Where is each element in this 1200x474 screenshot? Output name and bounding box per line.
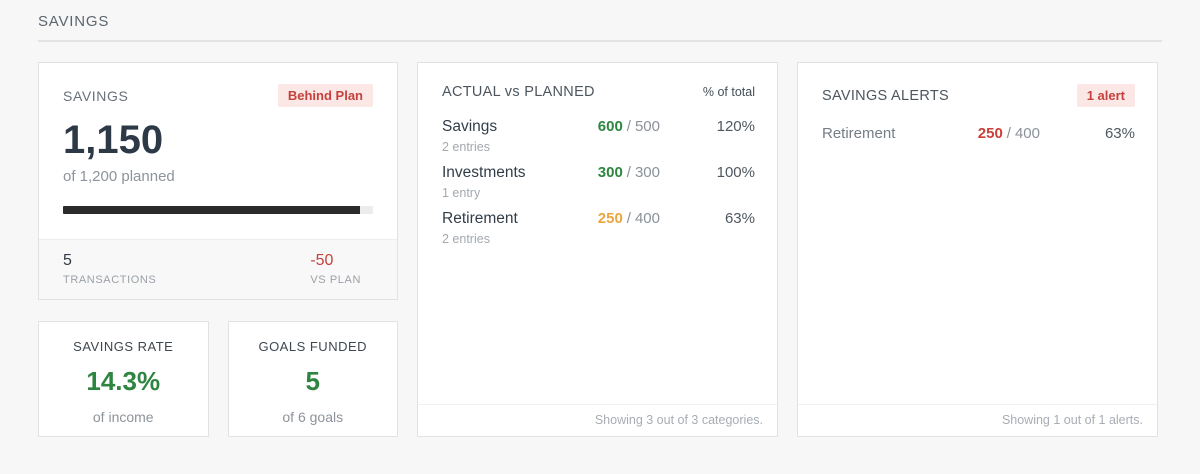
actual-vs-planned-head: ACTUAL vs PLANNED % of total xyxy=(442,84,755,100)
goals-funded-value: 5 xyxy=(305,366,320,396)
goals-funded-subtitle: of 6 goals xyxy=(282,409,344,425)
alert-category-name: Retirement xyxy=(822,125,896,142)
savings-rate-value: 14.3% xyxy=(86,366,161,396)
savings-alerts-card: SAVINGS ALERTS 1 alert Retirement 250/40… xyxy=(797,62,1158,437)
savings-rate-subtitle: of income xyxy=(92,409,154,425)
planned-value: 500 xyxy=(634,118,660,135)
actual-value: 600 xyxy=(597,118,623,135)
savings-dashboard: SAVINGS SAVINGS Behind Plan 1,150 of 1,2… xyxy=(38,13,1162,437)
alerts-card-title: SAVINGS ALERTS xyxy=(822,87,949,104)
summary-card-title: SAVINGS xyxy=(63,87,129,104)
percent-of-total: 63% xyxy=(724,210,755,227)
percent-of-total: 120% xyxy=(716,118,755,135)
alert-rows: Retirement 250/400 63% xyxy=(822,125,1135,142)
goals-funded-title: GOALS FUNDED xyxy=(258,339,368,354)
actual-value: 300 xyxy=(597,164,623,181)
category-name: Savings xyxy=(442,118,498,135)
transactions-stat: 5 TRANSACTIONS xyxy=(63,252,156,286)
page-header: SAVINGS xyxy=(38,13,1162,42)
entries-count: 2 entries xyxy=(442,140,490,154)
mini-cards-row: SAVINGS RATE 14.3% of income GOALS FUNDE… xyxy=(38,321,398,437)
left-column: SAVINGS Behind Plan 1,150 of 1,200 plann… xyxy=(38,62,398,437)
category-row-investments[interactable]: Investments 300/300 100% 1 entry xyxy=(442,164,755,200)
category-name: Retirement xyxy=(442,210,518,227)
pct-of-total-header: % of total xyxy=(702,85,755,99)
savings-progress-bar xyxy=(63,206,373,214)
alerts-card-head: SAVINGS ALERTS 1 alert xyxy=(822,84,1135,107)
planned-value: 300 xyxy=(634,164,660,181)
actual-value: 250 xyxy=(977,125,1003,142)
page-title: SAVINGS xyxy=(38,13,110,30)
category-values: 600/500 xyxy=(548,118,660,135)
spacer xyxy=(39,214,397,239)
alert-row-retirement[interactable]: Retirement 250/400 63% xyxy=(822,125,1135,142)
alert-count-badge: 1 alert xyxy=(1076,84,1135,107)
category-row-retirement[interactable]: Retirement 250/400 63% 2 entries xyxy=(442,210,755,246)
savings-summary-card: SAVINGS Behind Plan 1,150 of 1,200 plann… xyxy=(38,62,398,300)
transactions-value: 5 xyxy=(63,252,72,269)
vs-plan-stat: -50 VS PLAN xyxy=(310,252,373,286)
savings-rate-card: SAVINGS RATE 14.3% of income xyxy=(38,321,209,437)
row-main: Savings 600/500 120% xyxy=(442,118,755,136)
goals-funded-card: GOALS FUNDED 5 of 6 goals xyxy=(227,321,398,437)
actual-vs-planned-title: ACTUAL vs PLANNED xyxy=(442,84,595,100)
entries-count: 1 entry xyxy=(442,186,481,200)
summary-card-body: SAVINGS Behind Plan 1,150 of 1,200 plann… xyxy=(39,63,397,214)
entries-count: 2 entries xyxy=(442,232,490,246)
summary-card-head: SAVINGS Behind Plan xyxy=(63,84,373,107)
categories-footer: Showing 3 out of 3 categories. xyxy=(418,404,777,436)
savings-rate-title: SAVINGS RATE xyxy=(73,339,174,354)
category-values: 250/400 xyxy=(548,210,660,227)
percent-of-total: 100% xyxy=(716,164,755,181)
savings-planned-subtitle: of 1,200 planned xyxy=(63,168,175,185)
row-main: Retirement 250/400 63% xyxy=(822,125,1135,142)
savings-total-value: 1,150 xyxy=(63,118,164,162)
value-separator: / xyxy=(626,210,631,227)
value-separator: / xyxy=(626,118,631,135)
alerts-footer: Showing 1 out of 1 alerts. xyxy=(798,404,1157,436)
vs-plan-value: -50 xyxy=(310,252,334,269)
category-values: 300/300 xyxy=(548,164,660,181)
planned-value: 400 xyxy=(634,210,660,227)
category-rows: Savings 600/500 120% 2 entries Investmen… xyxy=(442,118,755,246)
transactions-label: TRANSACTIONS xyxy=(63,274,157,286)
category-row-savings[interactable]: Savings 600/500 120% 2 entries xyxy=(442,118,755,154)
actual-vs-planned-body: ACTUAL vs PLANNED % of total Savings 600… xyxy=(418,63,777,256)
category-name: Investments xyxy=(442,164,526,181)
progress-fill xyxy=(63,206,360,214)
alert-values: 250/400 xyxy=(928,125,1040,142)
summary-stats-strip: 5 TRANSACTIONS -50 VS PLAN xyxy=(39,239,397,299)
row-main: Retirement 250/400 63% xyxy=(442,210,755,228)
actual-value: 250 xyxy=(597,210,623,227)
value-separator: / xyxy=(626,164,631,181)
behind-plan-badge: Behind Plan xyxy=(277,84,373,107)
vs-plan-label: VS PLAN xyxy=(310,274,361,286)
row-main: Investments 300/300 100% xyxy=(442,164,755,182)
value-separator: / xyxy=(1006,125,1011,142)
planned-value: 400 xyxy=(1014,125,1040,142)
actual-vs-planned-card: ACTUAL vs PLANNED % of total Savings 600… xyxy=(417,62,778,437)
cards-row: SAVINGS Behind Plan 1,150 of 1,200 plann… xyxy=(38,62,1162,437)
percent-of-total: 63% xyxy=(1104,125,1135,142)
alerts-card-body: SAVINGS ALERTS 1 alert Retirement 250/40… xyxy=(798,63,1157,152)
